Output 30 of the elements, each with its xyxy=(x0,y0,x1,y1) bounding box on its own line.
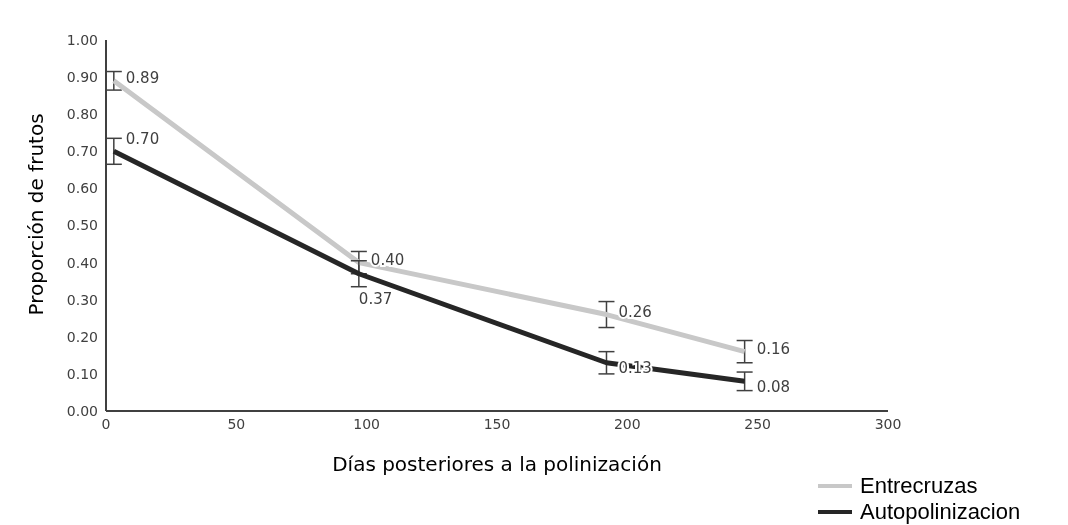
data-label: 0.40 xyxy=(370,251,405,270)
data-label: 0.08 xyxy=(756,377,791,396)
y-tick-label: 0.30 xyxy=(66,291,98,308)
x-tick-label: 100 xyxy=(353,415,381,432)
y-tick-label: 0.00 xyxy=(66,402,98,419)
y-tick-label: 1.00 xyxy=(66,31,98,48)
y-tick-label: 0.90 xyxy=(66,69,98,86)
data-label: 0.89 xyxy=(125,69,160,88)
data-label: 0.70 xyxy=(125,129,160,148)
y-tick-label: 0.60 xyxy=(66,180,98,197)
x-tick-label: 250 xyxy=(744,415,772,432)
y-tick-label: 0.40 xyxy=(66,254,98,271)
x-tick-label: 50 xyxy=(227,415,246,432)
data-label: 0.37 xyxy=(358,290,393,309)
legend-label: Autopolinizacion xyxy=(860,499,1021,525)
y-tick-label: 0.50 xyxy=(66,217,98,234)
data-label: 0.16 xyxy=(756,340,791,359)
data-label: 0.26 xyxy=(618,303,652,322)
legend-label: Entrecruzas xyxy=(860,473,978,499)
y-tick-label: 0.20 xyxy=(66,328,98,345)
x-tick-label: 150 xyxy=(483,415,511,432)
x-tick-label: 0 xyxy=(101,415,111,432)
y-tick-label: 0.70 xyxy=(66,143,98,160)
x-axis-title: Días posteriores a la polinización xyxy=(332,452,662,476)
y-tick-label: 0.80 xyxy=(66,106,98,123)
x-tick-label: 300 xyxy=(874,415,902,432)
data-label: 0.13 xyxy=(618,359,652,378)
x-tick-label: 200 xyxy=(613,415,641,432)
y-axis-title: Proporción de frutos xyxy=(24,113,49,316)
y-tick-label: 0.10 xyxy=(66,365,98,382)
